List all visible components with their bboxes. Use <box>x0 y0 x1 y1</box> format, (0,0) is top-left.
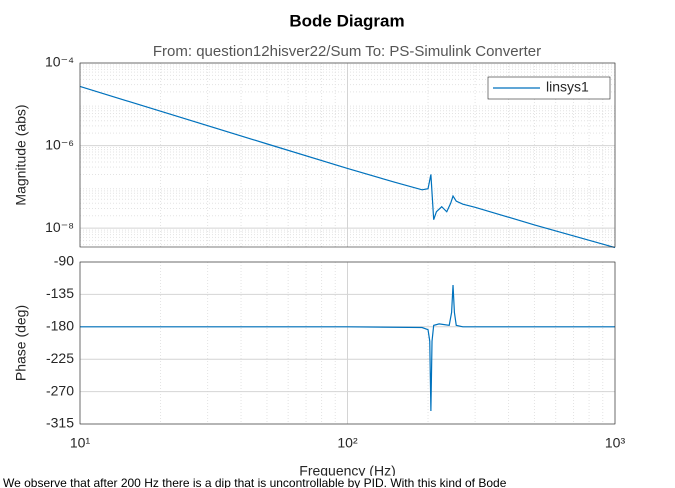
caption-background <box>0 476 675 488</box>
y-axis-label: Phase (deg) <box>13 305 29 381</box>
x-tick-label: 10¹ <box>70 435 91 451</box>
chart-title: Bode Diagram <box>289 11 404 30</box>
x-tick-label: 10² <box>337 435 358 451</box>
axes-box <box>79 261 616 425</box>
y-axis-label: Magnitude (abs) <box>13 104 29 205</box>
y-tick-label: -270 <box>46 382 74 398</box>
legend-box <box>487 76 611 100</box>
y-tick-label: -180 <box>46 318 74 334</box>
y-tick-label: 10⁻⁶ <box>45 136 74 152</box>
caption: We observe that after 200 Hz there is a … <box>3 476 507 488</box>
x-tick-label: 10³ <box>605 435 626 451</box>
data-line <box>80 285 615 412</box>
chart-subtitle: From: question12hisver22/Sum To: PS-Simu… <box>153 43 541 60</box>
y-tick-label: -90 <box>54 253 74 269</box>
data-line <box>79 85 616 249</box>
y-tick-label: -225 <box>46 350 74 366</box>
axes-box <box>79 62 616 248</box>
y-tick-label: -315 <box>46 415 74 431</box>
legend-label: linsys1 <box>546 79 589 95</box>
y-tick-label: 10⁻⁸ <box>45 219 74 235</box>
y-tick-label: 10⁻⁴ <box>45 54 74 70</box>
x-axis-label: Frequency (Hz) <box>299 463 395 479</box>
y-tick-label: -135 <box>46 285 74 301</box>
